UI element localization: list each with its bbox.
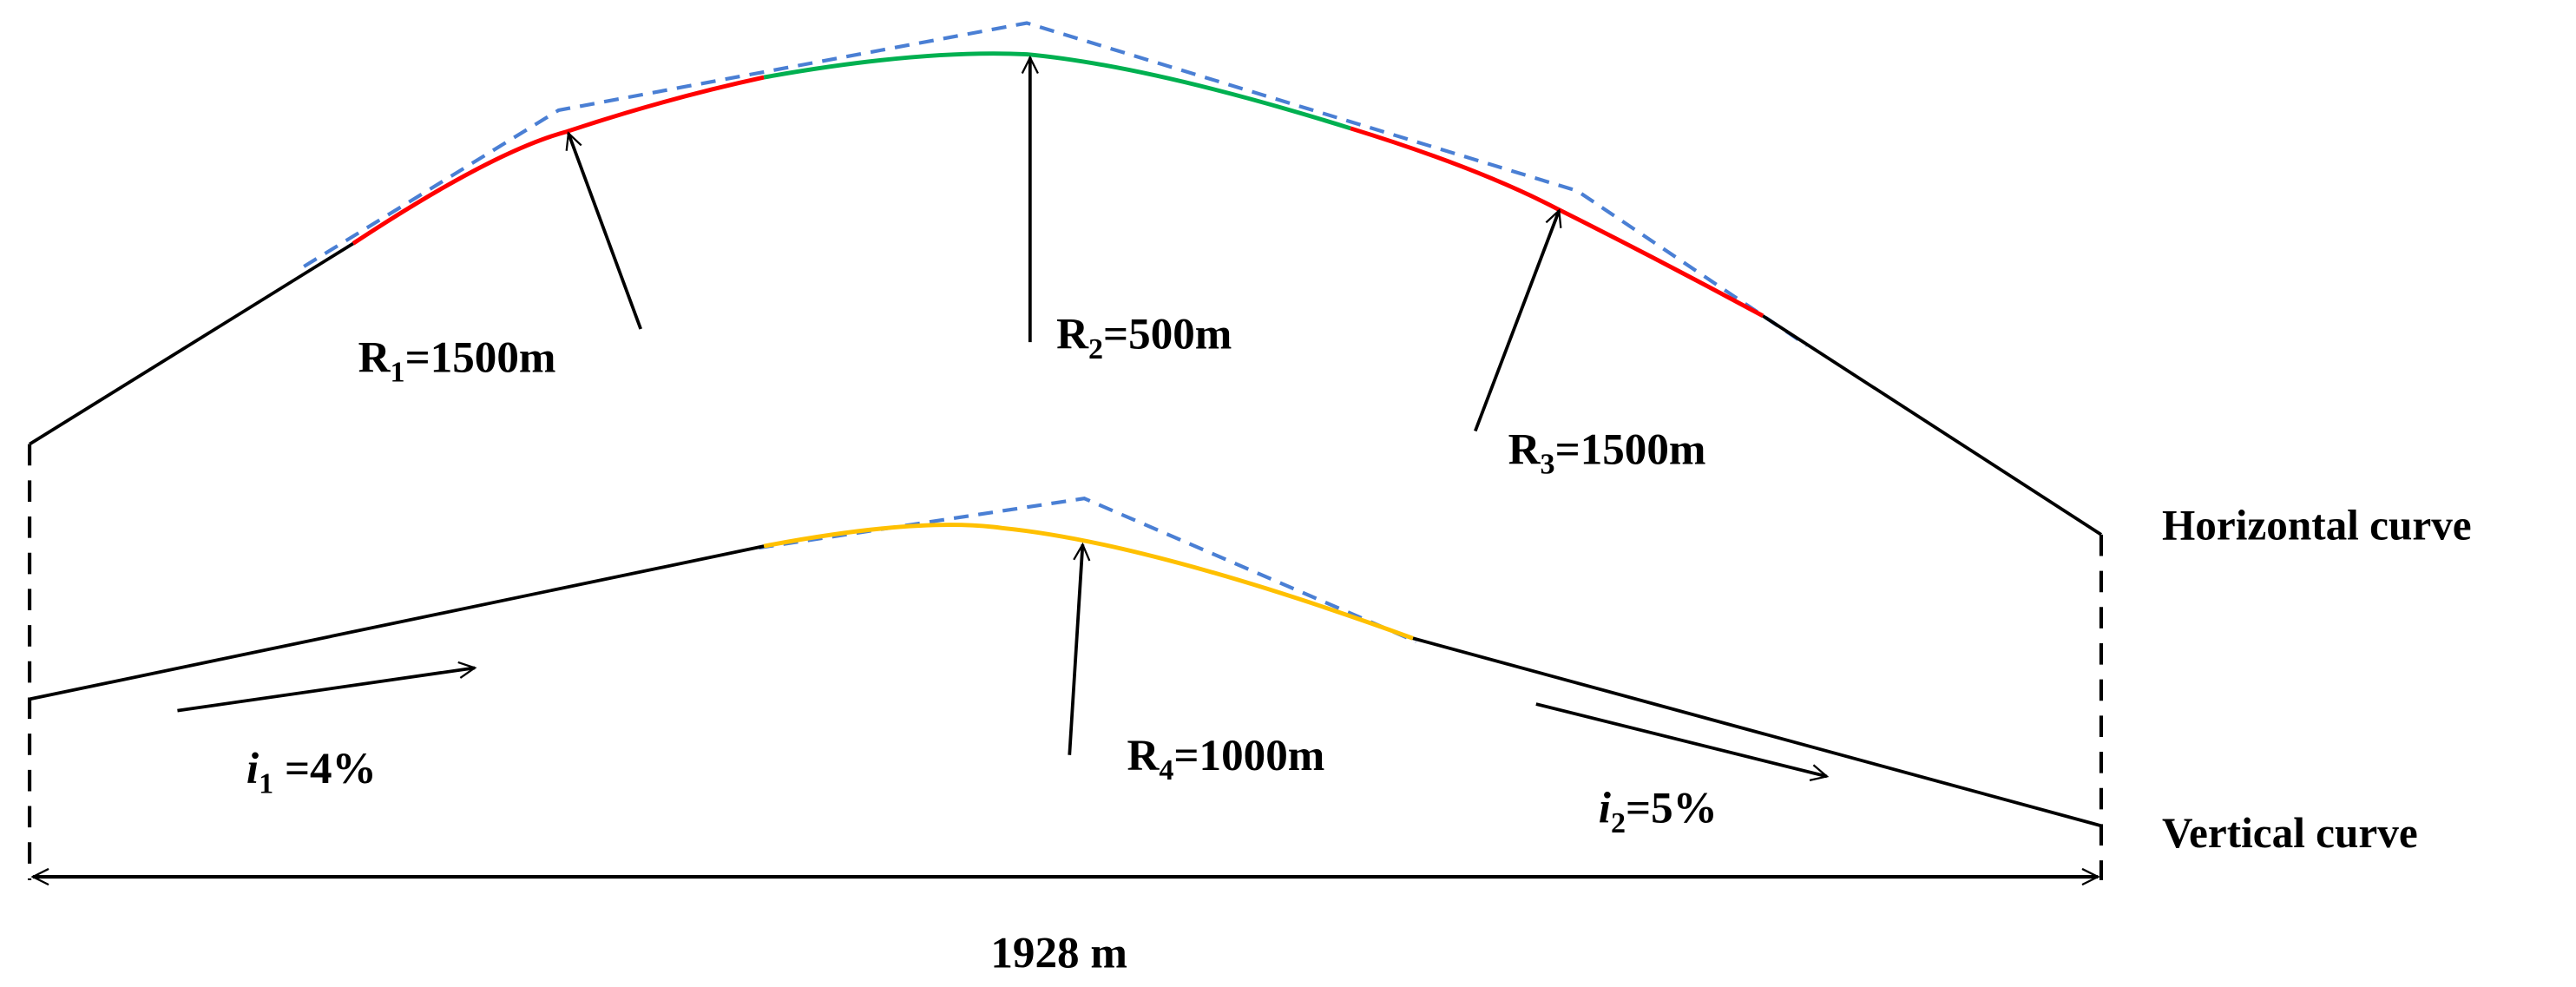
- length-dimension-label: 1928 m: [990, 928, 1127, 977]
- i1-direction-arrow: [177, 668, 475, 713]
- curve-r4: [763, 523, 1414, 641]
- curve-r3: [1350, 126, 1764, 319]
- i1-label: i1 =4%: [246, 744, 377, 799]
- r1-pointer-arrow: [568, 133, 642, 330]
- r3-pointer-arrow: [1474, 211, 1560, 432]
- i2-direction-arrow: [1535, 702, 1827, 776]
- horizontal-tangent-right: [1762, 314, 2102, 536]
- vertical-grade-right: [1412, 636, 2102, 828]
- curve-r1: [352, 75, 765, 246]
- r4-pointer-arrow: [1068, 544, 1082, 755]
- vertical-curve-group: i1 =4% R4=1000m i2=5% Vertical curve: [29, 497, 2418, 857]
- curve-r2: [763, 51, 1351, 131]
- horizontal-curve-group: R1=1500m R2=500m R3=1500m Horizontal cur…: [29, 21, 2472, 549]
- horizontal-tangent-left: [29, 241, 354, 446]
- r3-label: R3=1500m: [1508, 424, 1706, 480]
- r1-label: R1=1500m: [358, 332, 556, 388]
- vertical-tangent-dashed-line: [759, 497, 1417, 643]
- horizontal-curve-label: Horizontal curve: [2162, 502, 2472, 549]
- vertical-grade-left: [29, 544, 765, 701]
- horizontal-tangent-dashed-line: [303, 21, 1809, 347]
- r4-label: R4=1000m: [1127, 731, 1325, 786]
- r2-label: R2=500m: [1056, 310, 1232, 365]
- i2-label: i2=5%: [1599, 783, 1718, 839]
- vertical-curve-label: Vertical curve: [2162, 809, 2418, 857]
